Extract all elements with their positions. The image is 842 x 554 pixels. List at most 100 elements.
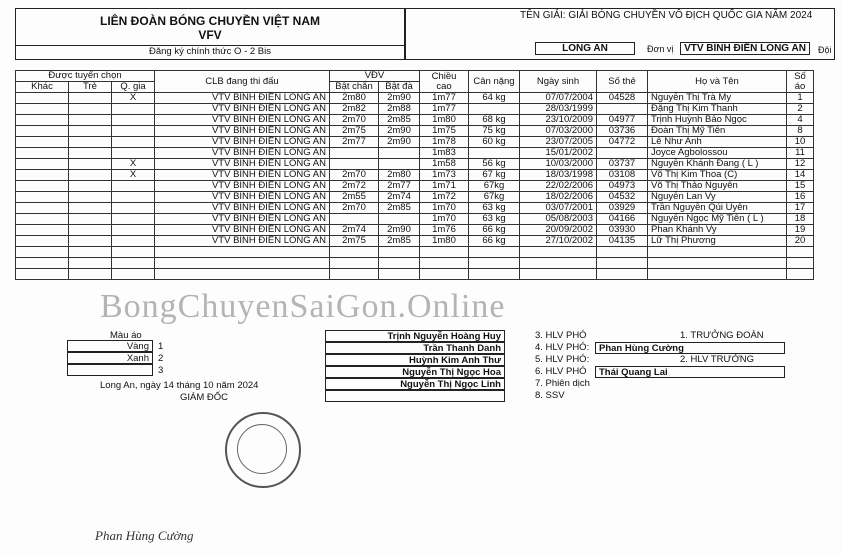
federation-name: LIÊN ĐOÀN BÓNG CHUYỀN VIỆT NAM: [99, 14, 320, 28]
cell-dob: 20/09/2002: [519, 224, 597, 236]
cell-card: 04973: [596, 180, 648, 192]
cell-height: 1m71: [419, 180, 469, 192]
cell-youth: [68, 147, 112, 159]
empty-cell: [647, 257, 787, 269]
col-other: Khác: [15, 81, 69, 93]
cell-block-jump: 2m75: [329, 125, 379, 137]
cell-weight: 63 kg: [468, 202, 520, 214]
cell-other: [15, 180, 69, 192]
table-row: VTV BÌNH ĐIỀN LONG AN 2m55 2m74 1m72 67k…: [15, 191, 814, 203]
cell-weight: 75 kg: [468, 125, 520, 137]
cell-spike-jump: 2m90: [378, 125, 420, 137]
federation-abbr: VFV: [198, 28, 222, 42]
cell-dob: 23/07/2005: [519, 136, 597, 148]
cell-spike-jump: 2m90: [378, 92, 420, 104]
col-vdv: VĐV: [329, 70, 420, 82]
cell-weight: 67kg: [468, 191, 520, 203]
director-signature: Phan Hùng Cường: [95, 528, 194, 543]
cell-national: [111, 125, 155, 137]
empty-cell: [419, 257, 469, 269]
cell-national: [111, 147, 155, 159]
cell-other: [15, 224, 69, 236]
cell-youth: [68, 180, 112, 192]
cell-dob: 28/03/1999: [519, 103, 597, 115]
watermark: BongChuyenSaiGon.Online: [100, 288, 506, 325]
empty-cell: [519, 257, 597, 269]
table-row: VTV BÌNH ĐIỀN LONG AN 2m70 2m85 1m80 68 …: [15, 114, 814, 126]
table-row: VTV BÌNH ĐIỀN LONG AN 2m75 2m90 1m75 75 …: [15, 125, 814, 137]
cell-number: 15: [786, 180, 814, 192]
col-spike-jump: Bật đà: [378, 81, 420, 93]
empty-cell: [378, 257, 420, 269]
cell-national: [111, 103, 155, 115]
empty-cell: [68, 268, 112, 280]
cell-dob: 18/02/2006: [519, 191, 597, 203]
empty-cell: [15, 246, 69, 258]
cell-spike-jump: 2m85: [378, 202, 420, 214]
cell-spike-jump: [378, 213, 420, 225]
tournament-name: TÊN GIẢI: GIẢI BÓNG CHUYỀN VÔ ĐỊCH QUỐC …: [520, 10, 813, 21]
table-row: VTV BÌNH ĐIỀN LONG AN 2m74 2m90 1m76 66 …: [15, 224, 814, 236]
cell-other: [15, 114, 69, 126]
cell-card: [596, 103, 648, 115]
cell-club: VTV BÌNH ĐIỀN LONG AN: [154, 202, 330, 214]
table-row-empty: [15, 246, 814, 258]
cell-block-jump: 2m70: [329, 169, 379, 181]
cell-youth: [68, 191, 112, 203]
cell-name: Nguyễn Lan Vy: [647, 191, 787, 203]
cell-national: [111, 114, 155, 126]
table-row-empty: [15, 257, 814, 269]
empty-cell: [786, 246, 814, 258]
cell-weight: 66 kg: [468, 224, 520, 236]
col-youth: Trẻ: [68, 81, 112, 93]
staff-name: Nguyễn Thị Ngọc Hoa: [325, 366, 505, 378]
cell-block-jump: 2m70: [329, 114, 379, 126]
cell-number: 17: [786, 202, 814, 214]
cell-height: 1m58: [419, 158, 469, 170]
cell-other: [15, 92, 69, 104]
colors-title: Màu áo: [110, 330, 142, 341]
cell-other: [15, 103, 69, 115]
empty-cell: [154, 246, 330, 258]
cell-number: 16: [786, 191, 814, 203]
cell-weight: 56 kg: [468, 158, 520, 170]
cell-height: 1m77: [419, 92, 469, 104]
cell-youth: [68, 213, 112, 225]
cell-other: [15, 191, 69, 203]
cell-height: 1m78: [419, 136, 469, 148]
color-value: Vàng: [67, 340, 153, 352]
empty-cell: [154, 257, 330, 269]
empty-cell: [68, 257, 112, 269]
cell-number: 2: [786, 103, 814, 115]
cell-height: 1m73: [419, 169, 469, 181]
cell-name: Nguyễn Khánh Đang ( L ): [647, 158, 787, 170]
color-value: [67, 364, 153, 376]
staff-name: Trần Thanh Danh: [325, 342, 505, 354]
cell-other: [15, 158, 69, 170]
empty-cell: [68, 246, 112, 258]
cell-other: [15, 147, 69, 159]
table-row: VTV BÌNH ĐIỀN LONG AN 1m70 63 kg 05/08/2…: [15, 213, 814, 225]
color-value: Xanh: [67, 352, 153, 364]
staff-name: Phan Hùng Cường: [595, 342, 785, 354]
empty-cell: [329, 268, 379, 280]
color-number: 2: [158, 353, 164, 364]
empty-cell: [419, 268, 469, 280]
cell-name: Đoàn Thị Mỹ Tiên: [647, 125, 787, 137]
empty-cell: [519, 246, 597, 258]
cell-other: [15, 169, 69, 181]
cell-national: X: [111, 92, 155, 104]
table-row: X VTV BÌNH ĐIỀN LONG AN 2m80 2m90 1m77 6…: [15, 92, 814, 104]
cell-spike-jump: [378, 147, 420, 159]
cell-name: Võ Thị Kim Thoa (C): [647, 169, 787, 181]
cell-spike-jump: 2m85: [378, 235, 420, 247]
empty-cell: [468, 257, 520, 269]
cell-youth: [68, 202, 112, 214]
cell-weight: [468, 103, 520, 115]
table-row: X VTV BÌNH ĐIỀN LONG AN 2m70 2m80 1m73 6…: [15, 169, 814, 181]
cell-club: VTV BÌNH ĐIỀN LONG AN: [154, 235, 330, 247]
col-height: Chiều cao: [419, 70, 469, 93]
staff-role: 5. HLV PHÓ:: [535, 354, 590, 365]
cell-card: 04977: [596, 114, 648, 126]
